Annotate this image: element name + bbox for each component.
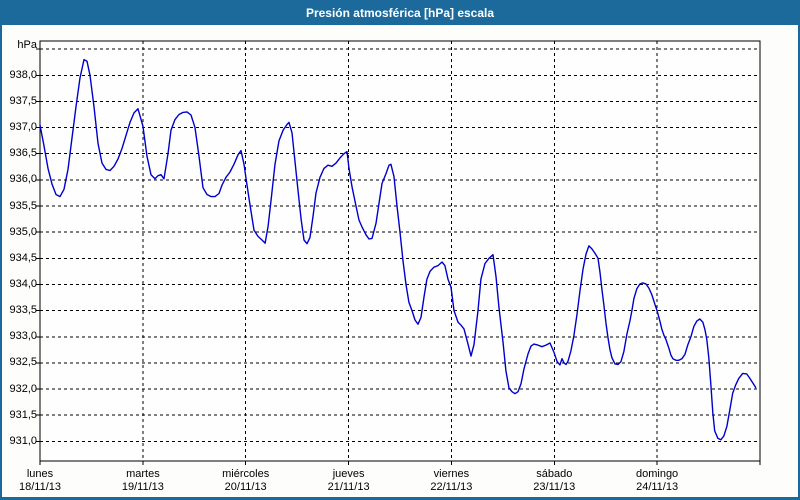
y-tick-label: 933,0 (9, 330, 37, 343)
day-name-label: martes (126, 468, 160, 480)
chart-area (2, 25, 798, 497)
y-tick-label: 936,0 (9, 173, 37, 186)
y-axis-unit-label: hPa (17, 39, 37, 51)
y-tick-label: 934,0 (9, 278, 37, 290)
y-tick-label: 932,5 (9, 356, 37, 369)
window-title-bar: Presión atmosférica [hPa] escala (0, 0, 800, 25)
y-tick-label: 935,0 (9, 225, 37, 238)
y-tick-label: 937,0 (9, 121, 37, 134)
day-name-label: jueves (332, 468, 365, 480)
day-name-label: miércoles (222, 468, 270, 480)
y-tick-label: 933,5 (9, 304, 37, 317)
day-name-label: lunes (26, 468, 54, 480)
day-name-label: domingo (635, 468, 679, 480)
day-name-label: viernes (433, 468, 470, 480)
y-tick-label: 937,5 (9, 94, 37, 107)
day-date-label: 22/11/13 (430, 481, 473, 493)
day-date-label: 24/11/13 (636, 481, 679, 493)
y-tick-label: 938,0 (9, 68, 37, 81)
x-tick-label: viernes 22/11/13 (400, 468, 502, 494)
day-date-label: 18/11/13 (18, 481, 61, 493)
x-tick-label: domingo 24/11/13 (606, 468, 708, 494)
y-tick-label: 931,0 (9, 434, 37, 447)
x-tick-label: sábado 23/11/13 (503, 468, 605, 494)
day-name-label: sábado (536, 468, 573, 480)
y-tick-label: 932,0 (9, 382, 37, 395)
day-date-label: 20/11/13 (224, 481, 267, 493)
y-tick-label: 936,5 (9, 147, 37, 160)
y-tick-label: 931,5 (9, 408, 37, 421)
day-date-label: 21/11/13 (327, 481, 370, 493)
x-tick-label: jueves 21/11/13 (298, 468, 400, 494)
x-tick-label: martes 19/11/13 (92, 468, 194, 494)
day-date-label: 19/11/13 (121, 481, 164, 493)
y-tick-label: 934,5 (9, 251, 37, 264)
y-tick-label: 935,5 (9, 199, 37, 212)
window-title: Presión atmosférica [hPa] escala (305, 5, 495, 20)
day-date-label: 23/11/13 (533, 481, 576, 493)
x-tick-label: lunes 18/11/13 (0, 468, 91, 494)
x-tick-label: miércoles 20/11/13 (195, 468, 297, 494)
